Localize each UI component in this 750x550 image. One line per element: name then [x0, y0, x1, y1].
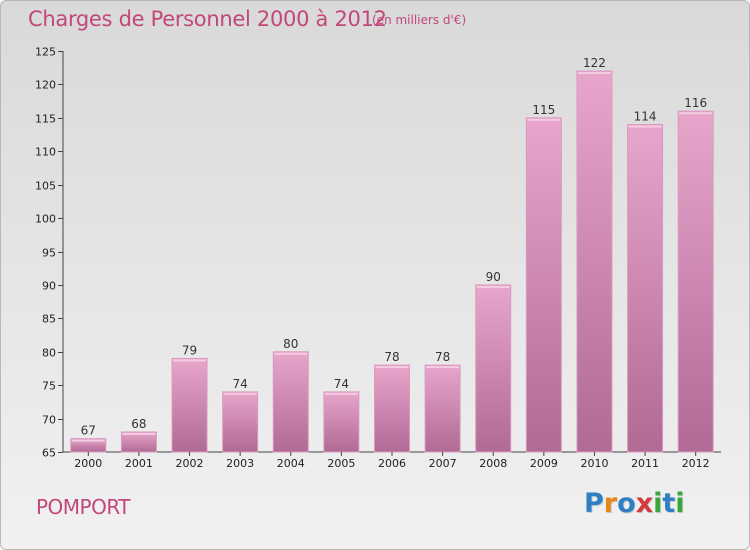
bar-highlight	[426, 366, 460, 369]
data-label: 78	[435, 350, 450, 364]
x-tick-label: 2009	[530, 457, 558, 470]
bar-highlight	[375, 366, 409, 369]
bar	[475, 284, 512, 453]
bar	[374, 364, 410, 453]
bar	[424, 364, 461, 453]
y-tick-label: 120	[35, 79, 56, 92]
y-tick-label: 105	[35, 180, 56, 193]
bar	[323, 391, 360, 453]
x-tick-label: 2004	[277, 457, 305, 470]
bar	[525, 117, 562, 453]
y-tick-label: 85	[42, 313, 56, 326]
bar	[222, 391, 259, 453]
bar	[627, 124, 664, 453]
data-label: 80	[283, 337, 298, 351]
x-tick-label: 2007	[429, 457, 457, 470]
data-label: 122	[583, 56, 606, 70]
logo-letter: o	[617, 488, 636, 519]
y-tick-label: 125	[35, 46, 56, 59]
x-tick-label: 2011	[631, 457, 659, 470]
y-tick-label: 100	[35, 213, 56, 226]
bar-highlight	[628, 125, 662, 128]
bar	[120, 431, 157, 453]
data-label: 114	[634, 110, 657, 124]
bar	[576, 70, 613, 453]
y-tick-label: 110	[35, 146, 56, 159]
proxiti-logo[interactable]: Proxiti	[584, 488, 685, 519]
bar-highlight	[274, 352, 308, 355]
bar	[171, 357, 208, 453]
bar-highlight	[173, 359, 207, 362]
data-label: 68	[131, 417, 146, 431]
x-tick-label: 2002	[176, 457, 204, 470]
logo-letter: P	[584, 488, 604, 519]
x-tick-label: 2008	[479, 457, 507, 470]
bar-highlight	[324, 392, 358, 395]
x-tick-label: 2000	[74, 457, 102, 470]
bar-highlight	[476, 285, 510, 288]
data-label: 90	[486, 270, 501, 284]
bar-highlight	[577, 72, 611, 75]
data-label: 79	[182, 343, 197, 357]
bar	[677, 110, 714, 453]
data-label: 116	[684, 96, 707, 110]
data-label: 67	[81, 424, 96, 438]
bar-highlight	[679, 112, 713, 115]
y-tick-label: 75	[42, 380, 56, 393]
data-label: 78	[384, 350, 399, 364]
x-tick-label: 2001	[125, 457, 153, 470]
chart-title: Charges de Personnel 2000 à 2012	[28, 7, 387, 31]
bar-highlight	[223, 392, 257, 395]
y-tick-label: 115	[35, 113, 56, 126]
x-tick-label: 2005	[327, 457, 355, 470]
y-tick-label: 80	[42, 347, 56, 360]
data-label: 74	[334, 377, 349, 391]
x-tick-label: 2006	[378, 457, 406, 470]
y-tick-label: 95	[42, 247, 56, 260]
logo-letter: r	[603, 488, 618, 519]
commune-name: POMPORT	[36, 495, 131, 519]
logo-letter: i	[653, 488, 663, 519]
data-label: 115	[532, 103, 555, 117]
x-tick-label: 2010	[580, 457, 608, 470]
chart-subtitle: (en milliers d'€)	[372, 13, 467, 27]
y-tick-label: 65	[42, 447, 56, 460]
bar	[272, 351, 309, 453]
y-tick-label: 90	[42, 280, 56, 293]
y-tick-label: 70	[42, 414, 56, 427]
bar-highlight	[527, 118, 561, 121]
x-tick-label: 2003	[226, 457, 254, 470]
logo-letter: i	[675, 488, 685, 519]
bar-highlight	[122, 432, 156, 435]
x-tick-label: 2012	[682, 457, 710, 470]
logo-letter: t	[662, 488, 676, 519]
data-label: 74	[233, 377, 248, 391]
bar-highlight	[71, 439, 105, 442]
logo-letter: x	[635, 488, 654, 519]
